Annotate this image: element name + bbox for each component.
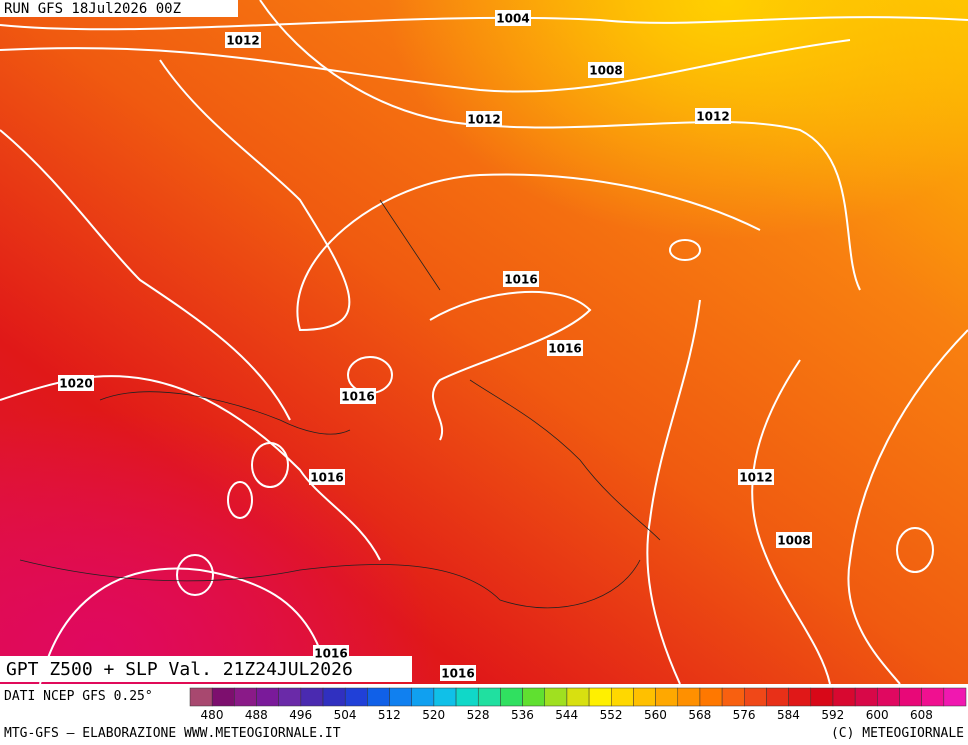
colorbar-swatch bbox=[455, 687, 479, 707]
colorbar-swatch bbox=[566, 687, 590, 707]
colorbar-label: 512 bbox=[378, 708, 401, 722]
colorbar-swatch bbox=[189, 687, 213, 707]
colorbar-swatch bbox=[367, 687, 390, 707]
isobar-label: 1020 bbox=[59, 377, 92, 391]
colorbar-swatch bbox=[854, 687, 878, 707]
run-box bbox=[0, 0, 238, 17]
colorbar-label: 480 bbox=[201, 708, 224, 722]
colorbar-swatch bbox=[544, 687, 568, 707]
colorbar-swatch bbox=[411, 687, 435, 707]
colorbar-swatch bbox=[766, 687, 789, 707]
isobar-label-box bbox=[466, 111, 502, 127]
isobar-label: 1016 bbox=[548, 342, 581, 356]
colorbar-label: 584 bbox=[777, 708, 800, 722]
colorbar-swatch bbox=[300, 687, 324, 707]
isobar-label-box bbox=[225, 32, 261, 48]
colorbar-swatch bbox=[899, 687, 922, 707]
isobar-label: 1016 bbox=[310, 471, 343, 485]
credit-left: MTG-GFS — ELABORAZIONE WWW.METEOGIORNALE… bbox=[4, 726, 341, 741]
isobar-label: 1012 bbox=[739, 471, 772, 485]
isobar-label-box bbox=[738, 469, 774, 485]
colorbar-swatch bbox=[677, 687, 701, 707]
colorbar-label: 552 bbox=[600, 708, 623, 722]
colorbar-label: 600 bbox=[866, 708, 889, 722]
source-label: DATI NCEP GFS 0.25° bbox=[4, 689, 153, 704]
colorbar-swatch bbox=[633, 687, 656, 707]
isobar-label: 1016 bbox=[314, 647, 347, 661]
isobar-label-box bbox=[58, 375, 94, 391]
colorbar-label: 536 bbox=[511, 708, 534, 722]
isobar-label: 1012 bbox=[696, 110, 729, 124]
colorbar-label: 592 bbox=[821, 708, 844, 722]
colorbar-swatch bbox=[943, 687, 967, 707]
isobar-label-box bbox=[309, 469, 345, 485]
isobar-label: 1016 bbox=[504, 273, 537, 287]
colorbar-swatch bbox=[588, 687, 612, 707]
isobars bbox=[0, 0, 968, 684]
colorbar-label: 608 bbox=[910, 708, 933, 722]
colorbar-swatch bbox=[522, 687, 545, 707]
isobar-label-box bbox=[695, 108, 731, 124]
field-high bbox=[0, 0, 968, 684]
colorbar-swatch bbox=[699, 687, 723, 707]
map-title: GPT Z500 + SLP Val. 21Z24JUL2026 bbox=[6, 659, 353, 680]
colorbar-swatch bbox=[211, 687, 235, 707]
coastlines bbox=[19, 199, 661, 609]
isobar-label: 1008 bbox=[777, 534, 810, 548]
colorbar-label: 568 bbox=[688, 708, 711, 722]
colorbar-swatch bbox=[322, 687, 346, 707]
colorbar-swatch bbox=[810, 687, 834, 707]
credit-right: (C) METEOGIORNALE bbox=[831, 726, 964, 741]
isobar-label: 1012 bbox=[467, 113, 500, 127]
colorbar-swatch bbox=[788, 687, 812, 707]
colorbar-swatch bbox=[256, 687, 279, 707]
colorbar-swatch bbox=[921, 687, 945, 707]
colorbar-swatch bbox=[477, 687, 501, 707]
colorbar-swatch bbox=[278, 687, 302, 707]
colorbar-swatch bbox=[655, 687, 679, 707]
colorbar-label: 504 bbox=[334, 708, 357, 722]
isobar-label: 1016 bbox=[341, 390, 374, 404]
isobar-label-box bbox=[313, 645, 349, 661]
isobar-label-box bbox=[503, 271, 539, 287]
isobar-label-box bbox=[440, 665, 476, 681]
colorbar-swatch bbox=[234, 687, 257, 707]
colorbar-swatch bbox=[721, 687, 745, 707]
colorbar-swatch bbox=[877, 687, 900, 707]
colorbar-swatch bbox=[500, 687, 523, 707]
isobar-label-box bbox=[495, 10, 531, 26]
isobar-label: 1012 bbox=[226, 34, 259, 48]
isobar-label: 1004 bbox=[496, 12, 529, 26]
colorbar-label: 544 bbox=[555, 708, 578, 722]
isobar-label-box bbox=[588, 62, 624, 78]
isobar-label: 1008 bbox=[589, 64, 622, 78]
colorbar-swatch bbox=[433, 687, 457, 707]
isobar-label-box bbox=[547, 340, 583, 356]
isobar-label: 1016 bbox=[441, 667, 474, 681]
colorbar-swatch bbox=[744, 687, 767, 707]
colorbar-label: 496 bbox=[289, 708, 312, 722]
isobar-label-box bbox=[776, 532, 812, 548]
colorbar-label: 520 bbox=[422, 708, 445, 722]
colorbar-label: 488 bbox=[245, 708, 268, 722]
colorbar-swatch bbox=[389, 687, 412, 707]
isobar-label-box bbox=[340, 388, 376, 404]
colorbar-label: 560 bbox=[644, 708, 667, 722]
colorbar-label: 528 bbox=[467, 708, 490, 722]
colorbar-swatch bbox=[611, 687, 634, 707]
colorbar-swatch bbox=[832, 687, 856, 707]
run-label: RUN GFS 18Jul2026 00Z bbox=[4, 1, 181, 17]
colorbar-label: 576 bbox=[733, 708, 756, 722]
colorbar-swatch bbox=[344, 687, 368, 707]
